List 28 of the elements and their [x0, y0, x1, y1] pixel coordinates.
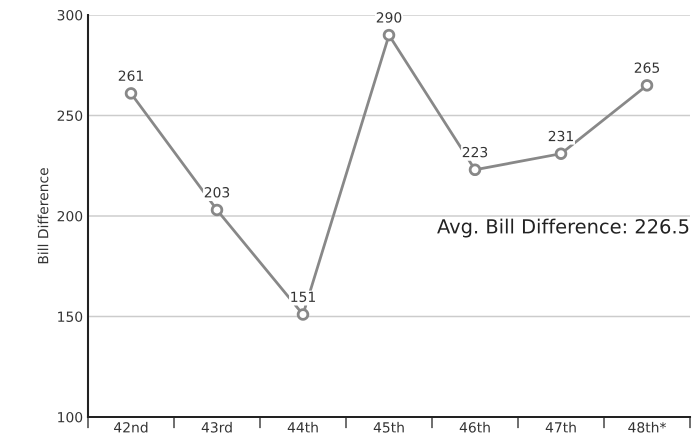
annotation: Avg. Bill Difference: 226.5	[437, 218, 688, 238]
data-label: 265	[634, 62, 660, 73]
x-tick-label: 48th*	[628, 422, 666, 433]
x-tick-label: 42nd	[114, 422, 148, 433]
point	[554, 147, 568, 160]
y-tick-label: 100	[58, 412, 82, 422]
data-label: 261	[118, 70, 143, 81]
point	[468, 164, 482, 176]
point	[640, 79, 654, 92]
point	[210, 204, 224, 216]
point	[382, 28, 396, 42]
y-tick-label: 300	[58, 10, 82, 20]
x-tick-label: 47th	[546, 422, 576, 432]
point	[296, 308, 310, 321]
y-tick-label: 200	[58, 210, 82, 222]
data-label: 151	[291, 292, 315, 302]
y-tick-label: 250	[58, 110, 82, 121]
data-label: 290	[376, 12, 402, 23]
point	[124, 87, 138, 100]
x-tick-label: 45th	[374, 422, 404, 433]
x-tick-label: 46th	[460, 422, 490, 433]
x-tick-label: 43rd	[202, 422, 232, 433]
data-label: 203	[204, 187, 230, 198]
data-label: 231	[548, 130, 573, 142]
x-tick-label: 44th	[288, 422, 318, 432]
y-axis-title: Bill Difference	[38, 168, 48, 264]
y-tick-label: 150	[58, 311, 82, 322]
data-label: 223	[462, 146, 488, 158]
